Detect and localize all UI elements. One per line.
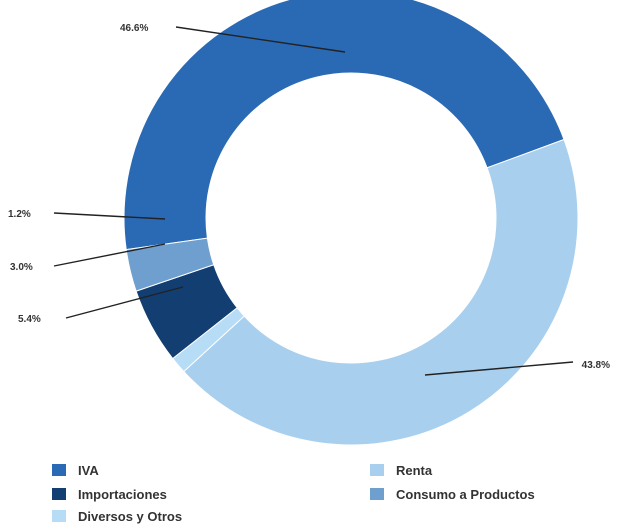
leader-line-iva (175, 26, 346, 53)
data-label-importaciones: 5.4% (18, 314, 41, 325)
legend-label-iva: IVA (78, 462, 99, 478)
legend-label-consumo-a-productos: Consumo a Productos (396, 486, 535, 502)
legend-swatch-iva (52, 464, 66, 476)
donut-chart: 46.6% 43.8% 1.2% 5.4% 3.0% (8, 0, 610, 446)
data-label-diversos-y-otros: 1.2% (8, 209, 31, 220)
legend-item-iva[interactable]: IVA (52, 461, 99, 479)
data-label-iva: 46.6% (120, 23, 148, 34)
legend-label-renta: Renta (396, 462, 433, 478)
legend-label-diversos-y-otros: Diversos y Otros (78, 508, 183, 524)
leader-line-consumo-a-productos (53, 243, 166, 267)
leader-line-importaciones (65, 286, 184, 319)
legend-item-renta[interactable]: Renta (370, 461, 432, 479)
slice-consumo-a-productos[interactable] (125, 237, 215, 292)
slice-iva[interactable] (123, 0, 565, 251)
legend-swatch-consumo-a-productos (370, 488, 384, 500)
legend-label-importaciones: Importaciones (78, 486, 167, 502)
legend-swatch-diversos-y-otros (52, 510, 66, 522)
slice-renta[interactable] (183, 138, 579, 446)
legend-item-diversos-y-otros[interactable]: Diversos y Otros (52, 507, 182, 525)
legend-swatch-importaciones (52, 488, 66, 500)
legend-item-importaciones[interactable]: Importaciones (52, 485, 167, 503)
legend-item-consumo-a-productos[interactable]: Consumo a Productos (370, 485, 535, 503)
leader-line-renta (424, 361, 574, 376)
legend-swatch-renta (370, 464, 384, 476)
data-label-renta: 43.8% (582, 360, 610, 371)
data-label-consumo-a-productos: 3.0% (10, 262, 33, 273)
leader-line-diversos-y-otros (53, 212, 166, 220)
